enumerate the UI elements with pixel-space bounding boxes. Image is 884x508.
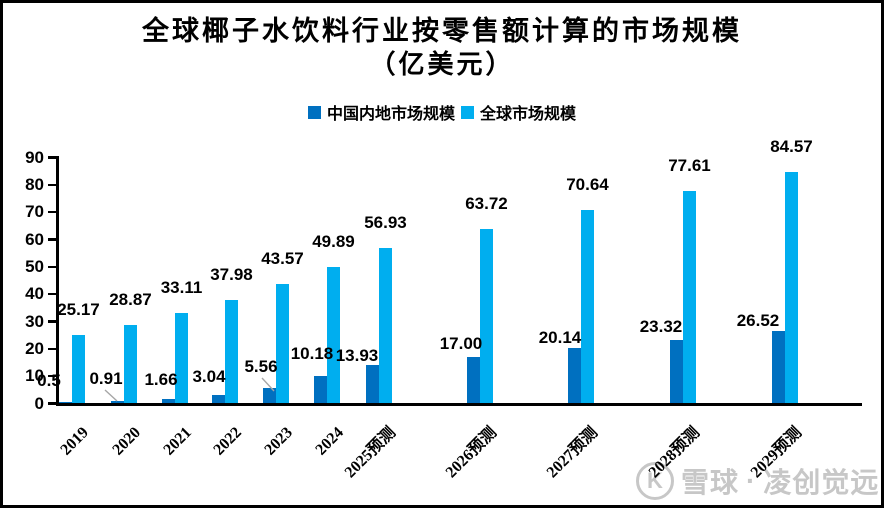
- value-label-global-2023: 43.57: [261, 249, 304, 269]
- value-label-china-2024: 10.18: [290, 344, 334, 363]
- value-label-china-2019: 0.5: [37, 371, 61, 390]
- x-axis-label-2023: 2023: [261, 424, 297, 459]
- bar-china-2028预测: [670, 339, 683, 404]
- bar-global-2021: [175, 313, 188, 404]
- y-axis-label-90: 90: [25, 147, 44, 167]
- value-label-china-2023: 5.56: [244, 357, 278, 376]
- bar-china-2027预测: [568, 348, 581, 404]
- y-axis-tick: [48, 292, 57, 296]
- x-axis-label-2021: 2021: [160, 424, 196, 459]
- y-axis-label-60: 60: [25, 229, 44, 249]
- value-label-global-2020: 28.87: [109, 289, 152, 309]
- y-axis-tick: [48, 402, 57, 405]
- value-label-global-2029预测: 84.57: [770, 137, 813, 157]
- y-axis-label-20: 20: [25, 338, 44, 358]
- value-label-global-2025预测: 56.93: [364, 212, 407, 232]
- value-label-global-2021: 33.11: [160, 278, 203, 297]
- x-axis-label-2029预测: 2029预测: [747, 424, 806, 482]
- bar-global-2026预测: [480, 229, 493, 404]
- y-axis-tick: [48, 374, 57, 378]
- bar-global-2027预测: [581, 210, 594, 404]
- bar-global-2023: [276, 284, 289, 404]
- y-axis-label-80: 80: [25, 174, 44, 194]
- watermark-separator: ·: [746, 465, 757, 496]
- value-label-global-2024: 49.89: [312, 232, 355, 252]
- legend-swatch-china-icon: [307, 105, 321, 119]
- y-axis-label-40: 40: [25, 284, 44, 304]
- value-label-china-2029预测: 26.52: [736, 311, 780, 330]
- bar-global-2020: [124, 324, 137, 404]
- legend-label-china: 中国内地市场规模: [326, 106, 455, 123]
- bar-china-2020: [111, 401, 124, 404]
- y-axis-tick: [48, 156, 57, 159]
- bar-global-2028预测: [683, 191, 696, 404]
- y-axis-label-10: 10: [25, 366, 44, 386]
- y-axis-tick: [48, 238, 57, 241]
- y-axis-tick: [48, 183, 57, 187]
- chart-title: 全球椰子水饮料行业按零售额计算的市场规模 （亿美元）: [0, 13, 884, 81]
- value-label-global-2019: 25.17: [57, 299, 100, 319]
- bar-china-2019: [59, 402, 72, 404]
- value-label-global-2028预测: 77.61: [668, 156, 711, 176]
- bar-china-2021: [162, 398, 175, 404]
- x-axis-label-2022: 2022: [210, 424, 246, 459]
- value-label-china-2022: 3.04: [192, 367, 226, 386]
- y-axis-label-30: 30: [25, 311, 44, 331]
- leader-line: [104, 389, 118, 402]
- value-label-china-2027预测: 20.14: [538, 328, 582, 347]
- x-axis-label-2024: 2024: [312, 424, 348, 459]
- bar-global-2025预测: [379, 247, 392, 404]
- legend: 中国内地市场规模 全球市场规模: [0, 100, 884, 124]
- x-axis-line: [56, 403, 862, 406]
- bar-global-2024: [327, 267, 340, 404]
- bar-china-2022: [212, 395, 225, 404]
- watermark-author: 凌创觉远: [763, 467, 880, 498]
- value-label-china-2020: 0.91: [89, 369, 123, 388]
- bar-china-2029预测: [772, 331, 785, 404]
- y-axis-tick: [48, 347, 57, 351]
- bar-global-2022: [225, 299, 238, 404]
- x-axis-label-2026预测: 2026预测: [442, 424, 501, 482]
- bar-china-2026预测: [467, 357, 480, 404]
- legend-swatch-global-icon: [461, 105, 474, 119]
- bar-china-2024: [314, 375, 327, 404]
- y-axis-tick: [48, 320, 57, 323]
- x-axis-label-2028预测: 2028预测: [645, 424, 704, 482]
- bar-china-2025预测: [366, 365, 379, 404]
- x-axis-label-2019: 2019: [57, 424, 93, 459]
- y-axis-tick: [48, 265, 57, 269]
- bar-global-2019: [72, 334, 85, 404]
- chart-title-line2: （亿美元）: [369, 50, 515, 79]
- y-axis-line: [56, 156, 59, 406]
- y-axis-label-0: 0: [34, 393, 44, 413]
- bar-global-2029预测: [785, 172, 798, 404]
- value-label-china-2026预测: 17.00: [439, 334, 483, 353]
- y-axis-tick: [48, 210, 57, 214]
- x-axis-label-2020: 2020: [109, 424, 145, 459]
- watermark: K 雪球 · 凌创觉远: [636, 461, 879, 501]
- bar-china-2023: [263, 388, 276, 404]
- value-label-china-2021: 1.66: [144, 370, 178, 389]
- y-axis-label-70: 70: [25, 202, 44, 222]
- legend-item-china: 中国内地市场规模: [307, 100, 455, 124]
- value-label-global-2026预测: 63.72: [465, 194, 508, 214]
- legend-label-global: 全球市场规模: [480, 106, 577, 123]
- legend-item-global: 全球市场规模: [461, 100, 576, 124]
- xueqiu-logo-icon: K: [636, 462, 674, 500]
- value-label-global-2022: 37.98: [210, 264, 253, 284]
- chart-title-line1: 全球椰子水饮料行业按零售额计算的市场规模: [142, 16, 742, 46]
- watermark-site: 雪球: [681, 467, 740, 498]
- value-label-global-2027预测: 70.64: [566, 175, 609, 195]
- value-label-china-2025预测: 13.93: [335, 346, 379, 365]
- value-label-china-2028预测: 23.32: [639, 317, 683, 336]
- y-axis-label-50: 50: [25, 256, 44, 276]
- x-axis-label-2025预测: 2025预测: [341, 424, 400, 482]
- x-axis-label-2027预测: 2027预测: [543, 424, 602, 482]
